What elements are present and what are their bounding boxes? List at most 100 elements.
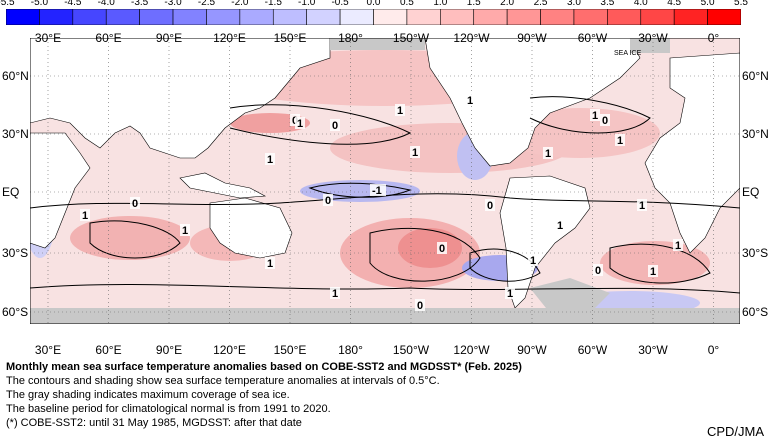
longitude-label: 90°E (155, 343, 183, 357)
contour-label-background (505, 287, 515, 299)
color-scale-tick-label: -1.0 (298, 0, 316, 8)
contour-label-background (648, 265, 658, 277)
contour-value-label: 0 (439, 243, 445, 255)
contour-value-label: 0 (602, 115, 608, 127)
color-scale-tick-label: -2.5 (197, 0, 216, 8)
credit-label: CPD/JMA (706, 424, 764, 439)
contour-value-label: 1 (82, 210, 88, 222)
color-scale-swatch (306, 8, 341, 26)
longitude-label: 0° (707, 31, 720, 45)
contour-southeast-pacific (469, 248, 541, 282)
color-scale-swatch (172, 8, 207, 26)
longitude-label: 180° (338, 343, 363, 357)
color-scale-tick-label: 2.5 (533, 0, 548, 8)
contour-value-label: 1 (530, 255, 536, 267)
contour-label-background (395, 104, 405, 116)
land-south-america (499, 175, 591, 309)
contour-value-label: 1 (467, 95, 473, 107)
color-scale-tick-label: -0.5 (331, 0, 349, 8)
longitude-label: 30°W (638, 343, 668, 357)
color-scale-swatch (440, 8, 475, 26)
latitude-label: 30°N (2, 127, 29, 141)
contour-south-atlantic-one (609, 243, 711, 284)
contour-value-label: 0 (487, 200, 493, 212)
contour-value-label: 0 (417, 300, 423, 312)
color-scale-swatch (406, 8, 441, 26)
contour-label-background (437, 242, 447, 254)
contour-label-background (370, 184, 386, 196)
caption-line-3: The baseline period for climatological n… (6, 403, 331, 415)
contour-label-background (637, 199, 647, 211)
color-scale-swatch (39, 8, 74, 26)
sea-ice-label: SEA ICE (614, 50, 642, 57)
contour-label-background (600, 114, 610, 126)
caption-line-2: The gray shading indicates maximum cover… (6, 389, 290, 401)
longitude-label: 150°E (273, 343, 307, 357)
latitude-label: EQ (742, 185, 760, 199)
contour-label-background (590, 109, 600, 121)
color-scale-tick-label: -1.5 (264, 0, 282, 8)
sea-ice-arctic-pacific (330, 38, 425, 50)
longitude-label: 0° (707, 343, 720, 357)
contour-label-background (543, 147, 553, 159)
contour-minus-one (308, 182, 412, 198)
color-scale-tick-label: 2.0 (500, 0, 515, 8)
longitude-label: 60°E (95, 31, 122, 45)
longitude-label: 90°E (155, 31, 183, 45)
color-scale-tick-label: 4.0 (633, 0, 648, 8)
contour-label-background (330, 119, 340, 131)
contour-value-label: 0 (325, 195, 331, 207)
contour-label-background (80, 209, 90, 221)
color-scale-swatch (673, 8, 708, 26)
contour-southern-ocean (30, 283, 740, 294)
color-scale-swatch (206, 8, 241, 26)
longitude-label: 30°W (638, 31, 668, 45)
contour-label-background (330, 287, 340, 299)
longitude-label: 120°E (213, 343, 246, 357)
warm-anomaly-indian (70, 216, 190, 260)
color-scale-tick-label: 4.5 (667, 0, 682, 8)
color-scale-swatch (573, 8, 608, 26)
contour-label-background (415, 299, 425, 311)
longitude-label: 150°W (392, 31, 430, 45)
land-africa-east (30, 132, 91, 249)
contour-north-atlantic (529, 96, 651, 134)
contour-value-label: 1 (297, 118, 303, 130)
longitude-label: 120°E (213, 31, 246, 45)
contour-value-label: 1 (650, 266, 656, 278)
color-scale-tick-label: -5.5 (0, 0, 15, 8)
contour-south-pacific-one (369, 227, 481, 282)
color-scale-swatch (640, 8, 675, 26)
color-scale-swatch (139, 8, 174, 26)
contour-north-pacific-one (229, 104, 412, 145)
sea-ice-antarctic (30, 308, 740, 324)
color-scale-tick-label: 5.5 (734, 0, 748, 8)
latitude-label: 60°S (2, 305, 29, 319)
color-scale-tick-label: -3.0 (164, 0, 182, 8)
color-scale-swatch (105, 8, 140, 26)
land-australia (209, 197, 293, 259)
color-scale-swatch (72, 8, 107, 26)
longitude-label: 60°W (577, 343, 608, 357)
color-scale-tick-label: 1.5 (466, 0, 481, 8)
contour-value-label: -1 (372, 185, 382, 197)
color-scale-swatch (473, 8, 508, 26)
longitude-label: 60°E (95, 343, 122, 357)
contour-value-label: 1 (267, 154, 273, 166)
caption-line-4: (*) COBE-SST2: until 31 May 1985, MGDSST… (6, 417, 302, 429)
longitude-label: 150°W (392, 343, 430, 357)
latitude-label: 60°N (2, 69, 29, 83)
longitude-label: 90°W (517, 31, 547, 45)
contour-label-background (410, 146, 420, 158)
color-scale-swatch (373, 8, 408, 26)
contour-lines (30, 96, 740, 294)
warm-anomaly-core (398, 228, 462, 268)
contour-value-label: 1 (332, 288, 338, 300)
color-scale-swatch (506, 8, 541, 26)
sea-ice-arctic-atlantic (630, 38, 670, 53)
contour-label-background (673, 239, 683, 251)
longitude-label: 120°W (453, 31, 490, 45)
contour-value-label: 1 (507, 288, 513, 300)
